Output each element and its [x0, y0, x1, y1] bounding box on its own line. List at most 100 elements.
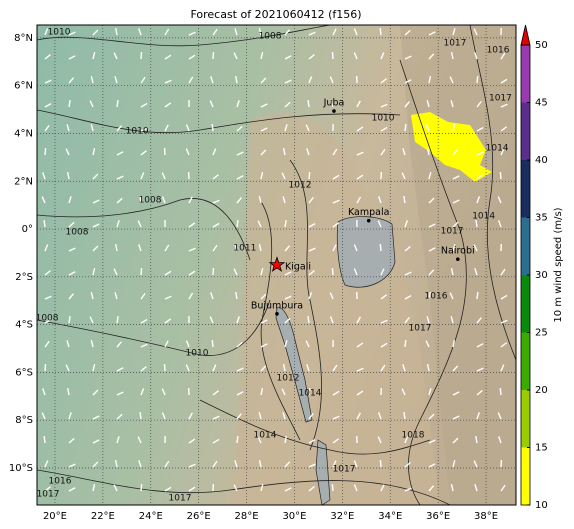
colorbar-band [521, 275, 530, 333]
barb [212, 148, 217, 156]
barb [260, 149, 267, 156]
barb [284, 219, 287, 228]
barb [426, 100, 430, 108]
barb [450, 316, 454, 324]
barb [402, 148, 406, 156]
barb [211, 123, 214, 132]
colorbar-tick-label: 25 [535, 328, 548, 339]
barb [140, 343, 148, 348]
barb [308, 485, 315, 492]
y-tick-label: 0° [22, 224, 33, 235]
colorbar-band [521, 45, 530, 103]
barb [68, 463, 76, 468]
colorbar-band [521, 447, 530, 505]
barb [305, 124, 310, 132]
y-tick-label: 6°S [15, 367, 33, 378]
barb [353, 244, 358, 252]
barb [404, 101, 410, 108]
contour-label: 1014 [486, 144, 509, 154]
barb [210, 76, 214, 84]
lake-victoria [336, 216, 396, 288]
barb [284, 487, 292, 492]
y-tick-label: 4°S [15, 320, 33, 331]
barb [140, 51, 143, 60]
barb [404, 29, 411, 36]
contour [37, 198, 251, 261]
barb [140, 388, 145, 396]
barb [68, 77, 75, 84]
contour [37, 469, 451, 505]
barb [308, 292, 313, 300]
barb [260, 365, 267, 372]
contour [259, 199, 301, 441]
colorbar-extend [520, 24, 531, 46]
barb [92, 389, 99, 396]
barb [284, 29, 291, 36]
barb [212, 51, 215, 60]
contour [199, 399, 431, 455]
barb [473, 28, 478, 36]
contour-label: 1017 [443, 38, 466, 48]
barb [92, 415, 100, 420]
barb [426, 364, 430, 372]
barb [236, 197, 242, 204]
barb [452, 244, 456, 252]
wind-area [411, 112, 492, 182]
barb [329, 316, 334, 324]
barb [90, 292, 94, 300]
barb [260, 319, 268, 324]
barb [380, 78, 387, 84]
barb [164, 270, 172, 276]
city-dot [366, 218, 371, 223]
barb [473, 244, 478, 252]
barb [380, 342, 388, 348]
barb [116, 125, 123, 132]
barb [281, 388, 286, 396]
barb [402, 364, 406, 372]
barb [499, 387, 502, 396]
barb [140, 127, 148, 132]
x-tick-label: 22°E [91, 511, 115, 522]
barb [426, 148, 430, 156]
barb [212, 174, 219, 180]
contour-label: 1010 [48, 27, 71, 37]
barb [212, 222, 220, 228]
barb [188, 463, 196, 468]
contour [37, 109, 401, 134]
barb [68, 487, 76, 492]
contour-label: 1008 [139, 195, 162, 205]
barb [44, 79, 52, 84]
barb [258, 412, 262, 420]
barb [308, 387, 311, 396]
contour-label: 1008 [66, 227, 89, 237]
barb [235, 291, 238, 300]
barb [234, 460, 238, 468]
barb [353, 484, 358, 492]
barb [377, 196, 382, 204]
barb [356, 100, 361, 108]
barb [428, 269, 435, 276]
contour-label: 1016 [487, 45, 510, 55]
city-label: Nairobi [441, 246, 475, 257]
barb [452, 199, 460, 204]
barb [332, 244, 337, 252]
barb [236, 100, 240, 108]
barb [377, 436, 382, 444]
barb [90, 340, 94, 348]
barb [452, 437, 459, 444]
barb [476, 173, 483, 180]
barb [116, 197, 123, 204]
barb [500, 484, 506, 492]
barb [90, 124, 94, 132]
colorbar-band [521, 390, 530, 448]
barb [258, 28, 262, 36]
barb [212, 438, 220, 444]
barb [284, 435, 287, 444]
barb [428, 485, 435, 492]
barb [68, 315, 71, 324]
barb [500, 294, 508, 300]
y-tick-label: 4°N [14, 128, 33, 139]
barb [379, 27, 382, 36]
barb [452, 28, 456, 36]
barb [474, 484, 478, 492]
